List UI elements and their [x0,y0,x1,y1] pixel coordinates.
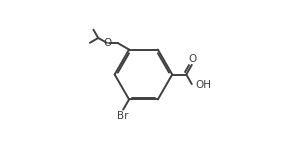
Text: O: O [104,38,112,48]
Text: O: O [188,54,196,64]
Text: Br: Br [117,111,129,121]
Text: OH: OH [196,80,212,90]
